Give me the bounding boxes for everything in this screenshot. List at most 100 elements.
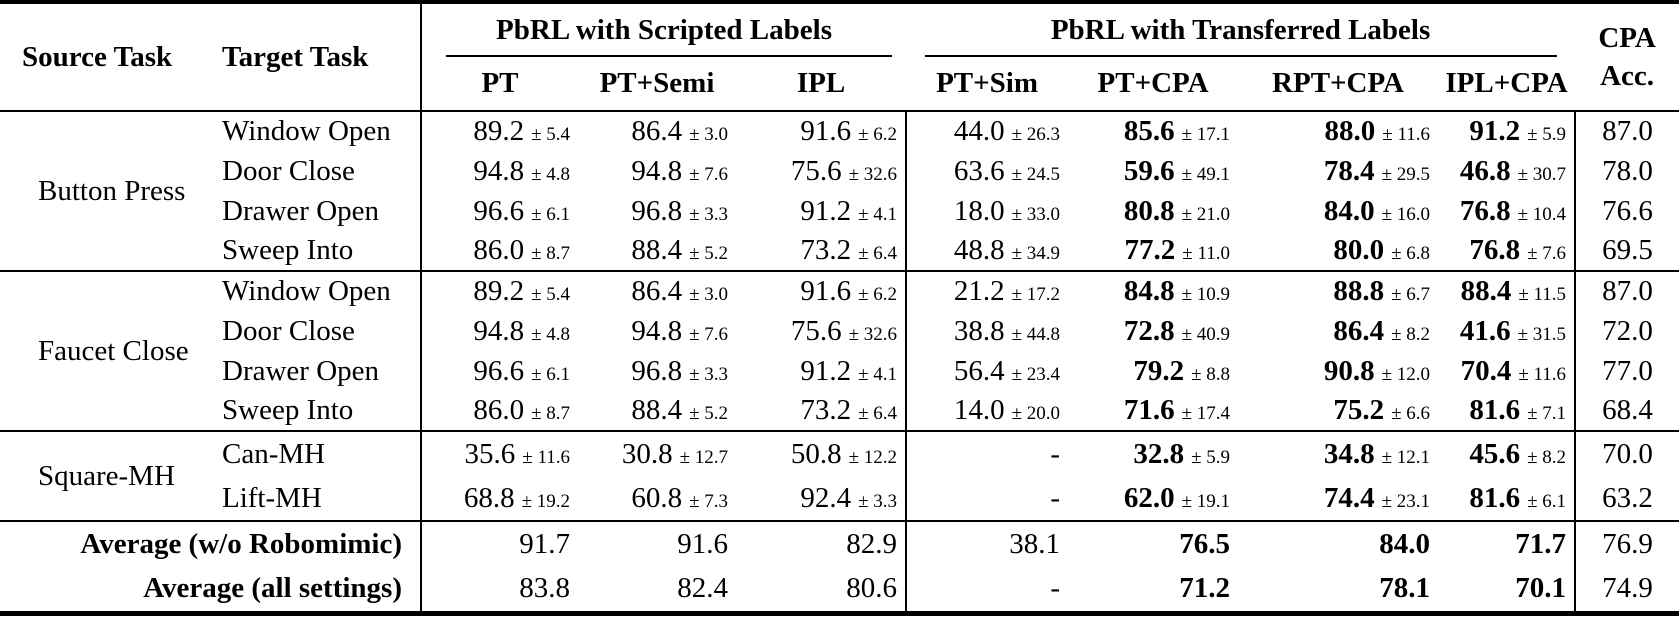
- value-stddev: ± 4.8: [531, 323, 570, 345]
- value-stddev: ± 6.2: [858, 284, 898, 305]
- value-cell-pt+cpa: 79.2 ± 8.8: [1068, 351, 1238, 391]
- value-cell-ipl+cpa: 46.8 ± 30.7: [1438, 151, 1577, 191]
- value-stddev: ± 12.1: [1381, 446, 1431, 468]
- table-row: Faucet Close Window Open 89.2 ± 5.4 86.4 ± 3.…: [0, 271, 1679, 367]
- value-cell-pt+sim: 44.0 ± 26.3: [906, 111, 1068, 151]
- value-stddev: ± 6.6: [1391, 403, 1431, 424]
- cpa-acc-cell: 77.0: [1602, 354, 1653, 387]
- value-cell-pt+cpa: 71.6 ± 17.4: [1068, 391, 1238, 431]
- value-cell-rpt+cpa: 84.0 ± 16.0: [1238, 191, 1438, 231]
- value-main: 94.8: [473, 154, 525, 187]
- value-main: 48.8: [953, 234, 1005, 266]
- value-main: 88.4: [631, 234, 683, 266]
- value-cell-ipl+cpa: 76.8 ± 7.6: [1438, 231, 1577, 271]
- value-cell-pt+cpa: 62.0 ± 19.1: [1068, 476, 1238, 521]
- group-label-transferred: PbRL with Transferred Labels: [1050, 14, 1431, 46]
- value-cell-ipl+cpa: 88.4 ± 11.5: [1438, 271, 1577, 311]
- value-stddev: ± 32.6: [848, 163, 898, 185]
- value-main: 60.8: [631, 481, 683, 514]
- value-stddev: ± 7.6: [689, 323, 728, 345]
- value-cell-pt+sim: 38.1: [906, 521, 1068, 567]
- value-cell-pt+cpa: 71.2: [1068, 567, 1238, 613]
- value-cell-ipl+cpa: 70.1: [1438, 567, 1577, 613]
- value-cell-ipl+cpa: 41.6 ± 31.5: [1438, 311, 1577, 351]
- cpa-acc-cell: 68.4: [1602, 394, 1653, 426]
- value-main: 88.4: [631, 394, 683, 426]
- value-cell-pt+cpa: 59.6 ± 49.1: [1068, 151, 1238, 191]
- value-main: 81.6: [1469, 394, 1521, 426]
- value-stddev: ± 26.3: [1011, 124, 1061, 145]
- value-cell-pt+cpa: 84.8 ± 10.9: [1068, 271, 1238, 311]
- value-cell-pt: 89.2 ± 5.4: [421, 111, 578, 151]
- value-main: 75.2: [1333, 394, 1385, 426]
- value-stddev: ± 8.2: [1391, 323, 1431, 345]
- value-cell-rpt+cpa: 80.0 ± 6.8: [1238, 231, 1438, 271]
- value-cell-rpt+cpa: 34.8 ± 12.1: [1238, 431, 1438, 476]
- value-cell-pt+sim: 63.6 ± 24.5: [906, 151, 1068, 191]
- value-stddev: ± 21.0: [1181, 203, 1231, 225]
- value-main: 71.2: [1179, 572, 1231, 605]
- value-cell-rpt+cpa: 90.8 ± 12.0: [1238, 351, 1438, 391]
- value-main: 89.2: [473, 115, 525, 147]
- value-stddev: ± 4.1: [858, 363, 898, 385]
- value-main: 91.2: [1469, 115, 1521, 147]
- value-main: 56.4: [953, 354, 1005, 387]
- value-stddev: ± 19.1: [1181, 490, 1231, 512]
- value-stddev: ± 3.0: [689, 284, 728, 305]
- column-header-pt-semi: PT+Semi: [599, 67, 715, 99]
- value-main: 90.8: [1323, 354, 1375, 387]
- value-stddev: ± 5.2: [689, 403, 728, 424]
- value-cell-pt+cpa: 72.8 ± 40.9: [1068, 311, 1238, 351]
- value-cell-pt: 86.0 ± 8.7: [421, 391, 578, 431]
- value-stddev: ± 6.8: [1391, 243, 1431, 264]
- value-stddev: ± 3.3: [689, 203, 728, 225]
- cpa-acc-cell: 87.0: [1602, 115, 1653, 147]
- table-row: Lift-MH 68.8 ± 19.2 60.8 ± 7.3 92.4 ± 3.3-62.0…: [0, 476, 1679, 521]
- value-main: 94.8: [631, 154, 683, 187]
- value-cell-ipl: 80.6: [736, 567, 908, 613]
- value-cell-pt+semi: 86.4 ± 3.0: [578, 111, 736, 151]
- column-header-rpt-cpa: RPT+CPA: [1272, 67, 1405, 99]
- value-main: 72.8: [1123, 314, 1175, 347]
- table-row: Button Press Window Open 89.2 ± 5.4 86.4 ± 3.…: [0, 111, 1679, 207]
- value-main: 91.6: [677, 528, 728, 560]
- value-main: 86.0: [473, 394, 525, 426]
- value-main: 91.6: [800, 115, 852, 147]
- header-cpa-acc: CPA Acc.: [1575, 2, 1679, 111]
- value-stddev: ± 17.1: [1181, 124, 1231, 145]
- value-stddev: ± 7.6: [1527, 243, 1567, 264]
- value-stddev: ± 24.5: [1011, 163, 1061, 185]
- target-task-cell: Window Open: [205, 111, 422, 151]
- value-main: 77.2: [1124, 234, 1176, 266]
- cmidrule-transferred: [925, 55, 1558, 57]
- value-main: 84.0: [1323, 194, 1375, 227]
- value-main: 80.8: [1123, 194, 1175, 227]
- cpa-acc-cell: 69.5: [1602, 234, 1653, 266]
- value-main: 96.6: [473, 194, 525, 227]
- summary-row: Average (all settings) 83.8 82.4 80.6 - 71.2 7…: [0, 567, 1679, 613]
- value-cell-pt+sim: -: [906, 567, 1068, 613]
- value-main: 96.8: [631, 354, 683, 387]
- value-stddev: ± 6.7: [1391, 284, 1431, 305]
- value-cell-pt+semi: 94.8 ± 7.6: [578, 311, 736, 351]
- value-cell-pt+sim: 38.8 ± 44.8: [906, 311, 1068, 351]
- value-main: 76.8: [1469, 234, 1521, 266]
- value-main: 96.6: [473, 354, 525, 387]
- cpa-acc-cell: 70.0: [1602, 437, 1653, 470]
- value-stddev: ± 7.3: [689, 490, 728, 512]
- value-main: 79.2: [1133, 354, 1185, 387]
- value-main: 94.8: [631, 314, 683, 347]
- value-cell-pt+cpa: 77.2 ± 11.0: [1068, 231, 1238, 271]
- value-main: 80.6: [846, 572, 898, 605]
- value-cell-pt+sim: 56.4 ± 23.4: [906, 351, 1068, 391]
- value-cell-ipl+cpa: 70.4 ± 11.6: [1438, 351, 1577, 391]
- value-cell-rpt+cpa: 75.2 ± 6.6: [1238, 391, 1438, 431]
- value-main: 73.2: [800, 234, 852, 266]
- value-cell-ipl: 91.6 ± 6.2: [736, 271, 908, 311]
- value-main: 71.6: [1123, 394, 1175, 426]
- value-main: 34.8: [1323, 437, 1375, 470]
- value-main: 86.4: [631, 275, 683, 307]
- value-stddev: ± 6.4: [858, 243, 898, 264]
- value-cell-ipl+cpa: 91.2 ± 5.9: [1438, 111, 1577, 151]
